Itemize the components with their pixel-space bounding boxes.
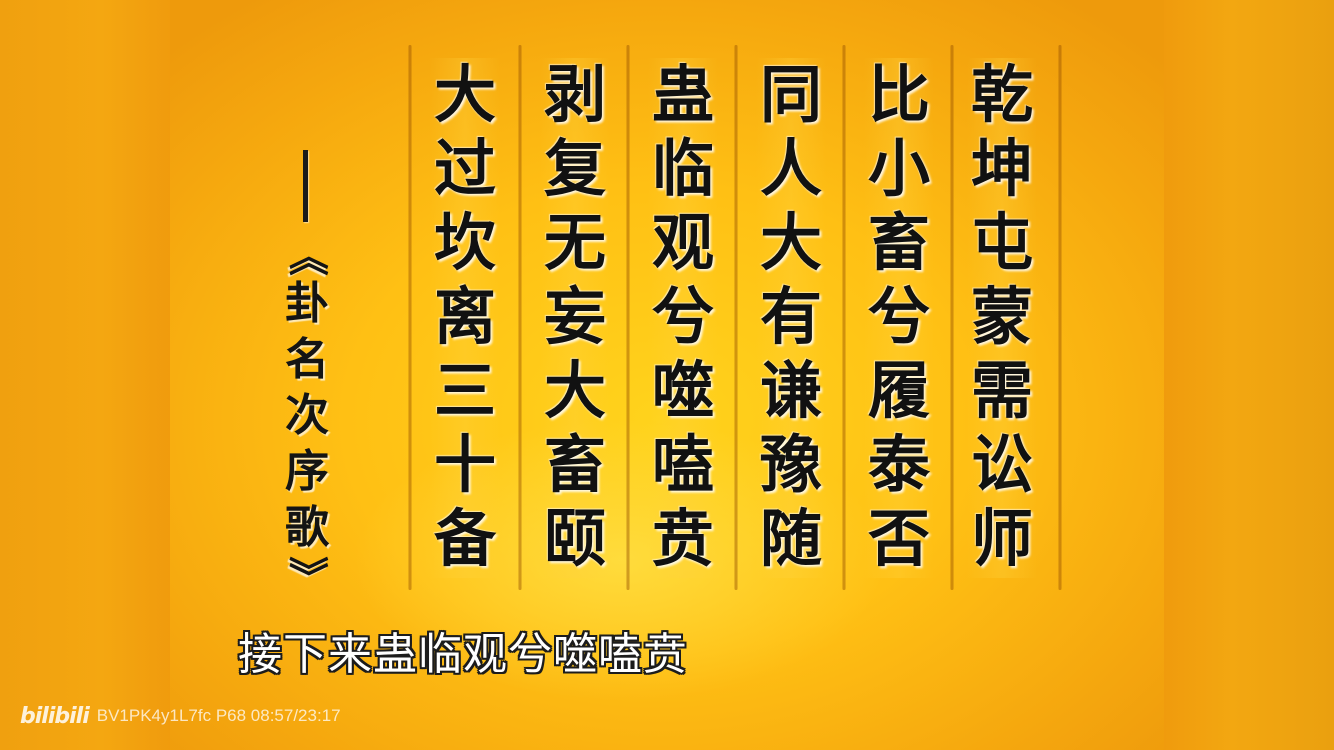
verse-char: 十 <box>433 428 496 501</box>
verse-char: 小 <box>867 132 930 205</box>
column-divider <box>518 45 522 590</box>
verse-column-3: 同 人 大 有 谦 豫 随 <box>756 58 826 578</box>
column-divider <box>1058 45 1062 590</box>
verse-char: 讼 <box>970 428 1033 501</box>
verse-column-4: 蛊 临 观 兮 噬 嗑 贲 <box>648 58 718 578</box>
verse-char: 同 <box>759 58 822 131</box>
bilibili-logo: bilibili <box>20 703 90 729</box>
verse-char: 泰 <box>867 428 930 501</box>
column-divider <box>842 45 846 590</box>
verse-char: 豫 <box>759 428 822 501</box>
verse-char: 离 <box>433 280 496 353</box>
verse-char: 备 <box>433 502 496 575</box>
verse-char: 蒙 <box>970 280 1033 353</box>
verse-char: 兮 <box>867 280 930 353</box>
verse-column-5: 剥 复 无 妄 大 畜 颐 <box>540 58 610 578</box>
verse-char: 兮 <box>651 280 714 353</box>
verse-char: 需 <box>970 354 1033 427</box>
verse-char: 嗑 <box>651 428 714 501</box>
verse-char: 大 <box>759 206 822 279</box>
title-char: 卦 <box>285 278 329 329</box>
left-letterbox <box>0 0 170 750</box>
title-dash <box>303 150 308 222</box>
verse-char: 坎 <box>433 206 496 279</box>
title-char: 名 <box>285 334 329 385</box>
verse-char: 剥 <box>543 58 606 131</box>
subtitle-caption: 接下来蛊临观兮噬嗑贲 <box>238 629 688 680</box>
verse-char: 随 <box>759 502 822 575</box>
verse-char: 人 <box>759 132 822 205</box>
verse-char: 畜 <box>543 428 606 501</box>
title-close-bracket: 》 <box>284 556 330 596</box>
verse-char: 三 <box>433 354 496 427</box>
title-open-bracket: 《 <box>284 236 330 276</box>
verse-char: 无 <box>543 206 606 279</box>
title-char: 序 <box>285 446 329 497</box>
verse-char: 坤 <box>970 132 1033 205</box>
column-divider <box>626 45 630 590</box>
column-divider <box>408 45 412 590</box>
title-char: 歌 <box>285 502 329 553</box>
column-divider <box>950 45 954 590</box>
verse-char: 过 <box>433 132 496 205</box>
verse-char: 噬 <box>651 354 714 427</box>
verse-char: 师 <box>970 502 1033 575</box>
watermark: bilibili BV1PK4y1L7fc P68 08:57/23:17 <box>20 700 341 732</box>
video-info: BV1PK4y1L7fc P68 08:57/23:17 <box>96 706 341 725</box>
verse-char: 屯 <box>970 206 1033 279</box>
verse-char: 观 <box>651 206 714 279</box>
verse-column-1: 乾 坤 屯 蒙 需 讼 师 <box>967 58 1037 578</box>
column-divider <box>734 45 738 590</box>
song-title: 《 卦 名 次 序 歌 》 <box>282 236 332 596</box>
verse-char: 临 <box>651 132 714 205</box>
verse-char: 谦 <box>759 354 822 427</box>
verse-char: 复 <box>543 132 606 205</box>
verse-char: 妄 <box>543 280 606 353</box>
title-char: 次 <box>285 390 329 441</box>
right-letterbox <box>1164 0 1334 750</box>
verse-char: 蛊 <box>651 58 714 131</box>
verse-column-6: 大 过 坎 离 三 十 备 <box>430 58 500 578</box>
verse-char: 有 <box>759 280 822 353</box>
verse-char: 否 <box>867 502 930 575</box>
verse-char: 大 <box>433 58 496 131</box>
verse-column-2: 比 小 畜 兮 履 泰 否 <box>864 58 934 578</box>
verse-char: 履 <box>867 354 930 427</box>
verse-char: 贲 <box>651 502 714 575</box>
verse-char: 大 <box>543 354 606 427</box>
verse-char: 颐 <box>543 502 606 575</box>
verse-char: 畜 <box>867 206 930 279</box>
verse-char: 乾 <box>970 58 1033 131</box>
verse-char: 比 <box>867 58 930 131</box>
